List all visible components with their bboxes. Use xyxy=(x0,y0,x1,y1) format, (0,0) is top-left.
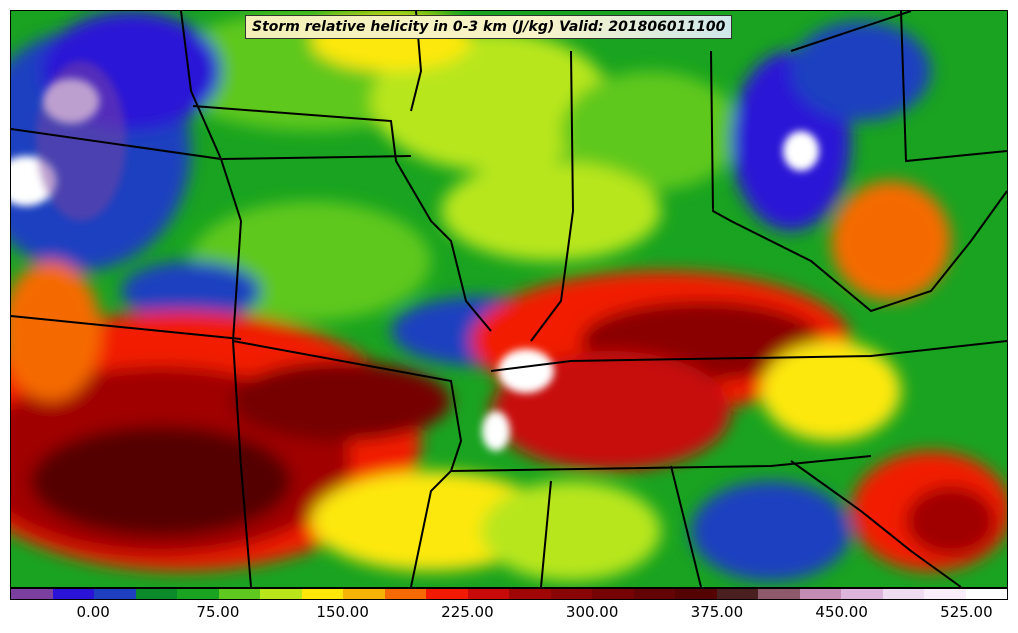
colorbar-swatch xyxy=(550,589,592,599)
colorbar xyxy=(10,588,1008,600)
colorbar-swatch xyxy=(882,589,924,599)
map-title: Storm relative helicity in 0-3 km (J/kg)… xyxy=(252,19,726,35)
colorbar-tick-label: 0.00 xyxy=(76,603,110,621)
colorbar-tick-labels: 0.00 75.00 150.00 225.00 300.00 375.00 450.00 5… xyxy=(10,603,1008,623)
colorbar-tick-label: 525.00 xyxy=(940,603,993,621)
colorbar-swatch xyxy=(965,589,1007,599)
colorbar-swatch xyxy=(716,589,758,599)
colorbar-swatch xyxy=(218,589,260,599)
colorbar-swatch xyxy=(633,589,675,599)
colorbar-swatch xyxy=(135,589,177,599)
colorbar-swatch xyxy=(509,589,551,599)
colorbar-swatch xyxy=(467,589,509,599)
colorbar-swatch xyxy=(675,589,717,599)
colorbar-swatch xyxy=(260,589,302,599)
colorbar-tick-label: 75.00 xyxy=(196,603,240,621)
colorbar-swatch xyxy=(94,589,136,599)
colorbar-tick-label: 375.00 xyxy=(690,603,744,621)
state-borders xyxy=(11,11,1007,587)
colorbar-tick-label: 300.00 xyxy=(565,603,619,621)
colorbar-tick-label: 450.00 xyxy=(815,603,868,621)
colorbar-tick-label: 150.00 xyxy=(316,603,369,621)
colorbar-swatch xyxy=(301,589,343,599)
colorbar-swatch xyxy=(426,589,468,599)
colorbar-swatch xyxy=(592,589,634,599)
colorbar-swatch xyxy=(384,589,426,599)
colorbar-tick-label: 225.00 xyxy=(441,603,494,621)
colorbar-swatch xyxy=(758,589,800,599)
map-title-box: Storm relative helicity in 0-3 km (J/kg)… xyxy=(245,15,733,39)
colorbar-swatch xyxy=(11,589,53,599)
colorbar-swatch xyxy=(799,589,841,599)
colorbar-swatch xyxy=(52,589,94,599)
colorbar-swatch xyxy=(841,589,883,599)
map-panel xyxy=(10,10,1008,588)
helicity-field-map xyxy=(11,11,1007,587)
colorbar-swatch xyxy=(177,589,219,599)
helicity-shading xyxy=(11,11,1007,587)
colorbar-swatch xyxy=(343,589,385,599)
colorbar-swatch xyxy=(924,589,966,599)
